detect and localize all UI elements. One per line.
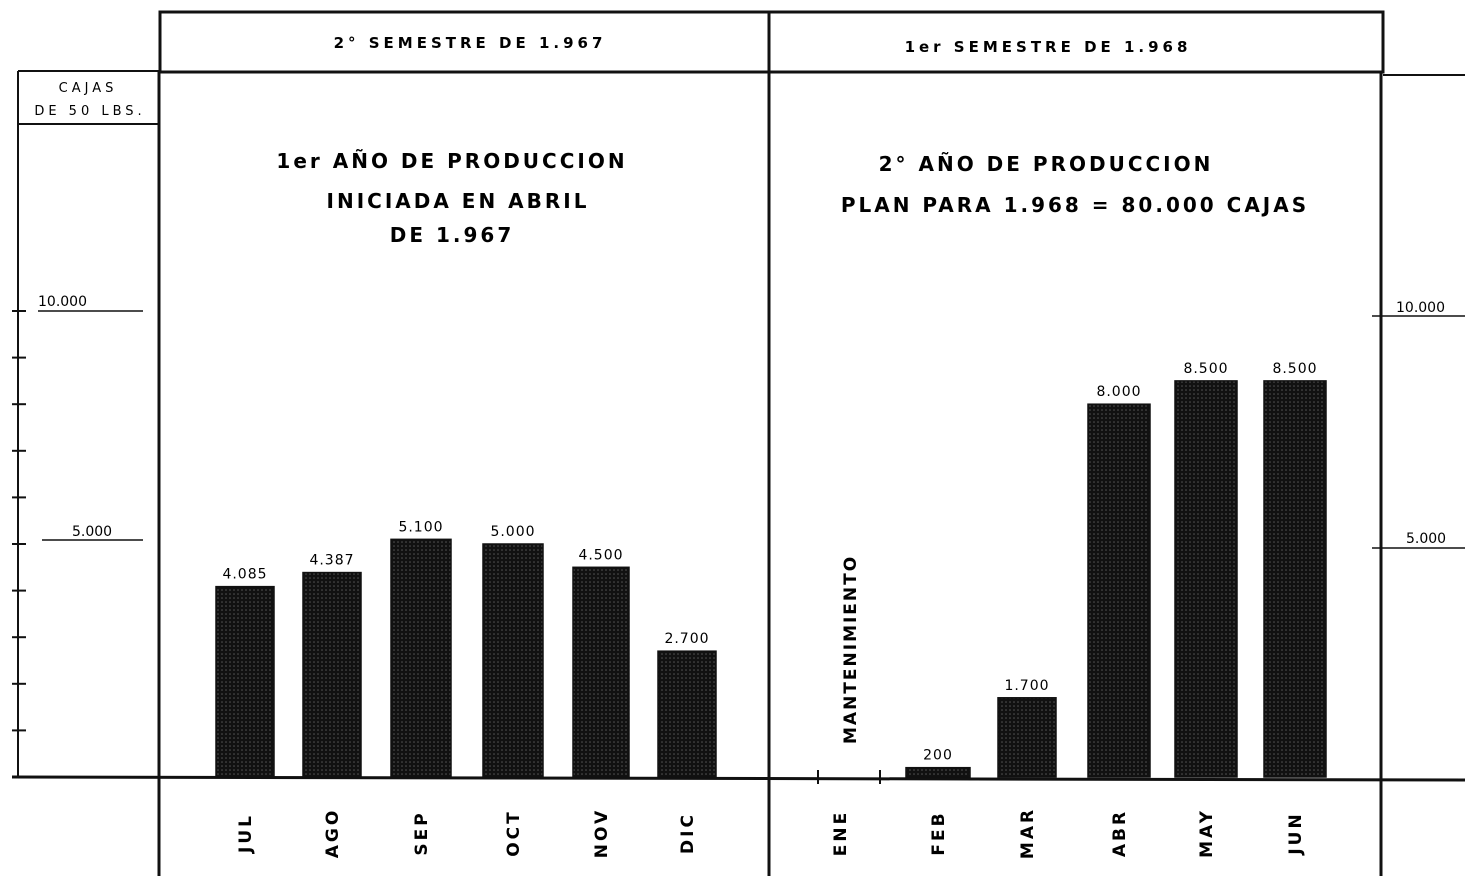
category-label-ago: AGO [323, 808, 343, 859]
category-label-mar: MAR [1018, 807, 1038, 859]
panel-1-title-line-3: DE 1.967 [390, 223, 515, 247]
value-label-abr: 8.000 [1096, 384, 1141, 400]
value-label-nov: 4.500 [578, 547, 623, 563]
value-label-dic: 2.700 [664, 631, 709, 647]
value-label-feb: 200 [923, 748, 953, 764]
left-axis-minor-ticks [12, 310, 26, 732]
unit-label-line-1: CAJAS [59, 81, 118, 96]
panel-1-title-line-1: 1er AÑO DE PRODUCCION [276, 149, 627, 173]
category-label-dic: DIC [678, 812, 698, 854]
bar-oct [482, 543, 544, 778]
right-tick-label-10000: 10.000 [1396, 300, 1445, 316]
bar-ago [302, 571, 362, 778]
value-label-jun: 8.500 [1272, 361, 1317, 377]
category-label-jul: JUL [236, 813, 256, 854]
panel-1-header: 2° SEMESTRE DE 1.967 [334, 34, 607, 52]
bar-mar [997, 697, 1057, 778]
category-label-sep: SEP [412, 810, 432, 855]
right-tick-label-5000: 5.000 [1406, 531, 1446, 547]
panel-2-header: 1er SEMESTRE DE 1.968 [905, 38, 1192, 56]
category-label-ene: ENE [831, 810, 851, 856]
panel-2-title-line-1: 2° AÑO DE PRODUCCION [879, 152, 1214, 176]
bar-dic [657, 650, 717, 778]
value-label-sep: 5.100 [398, 519, 443, 535]
value-label-jul: 4.085 [222, 567, 267, 583]
category-label-nov: NOV [592, 808, 612, 858]
category-label-oct: OCT [504, 809, 524, 857]
category-label-may: MAY [1197, 808, 1217, 858]
category-label-feb: FEB [929, 810, 949, 855]
left-tick-label-10000: 10.000 [38, 294, 87, 310]
category-label-abr: ABR [1110, 809, 1130, 857]
bars-layer: 4.085 JUL 4.387 AGO 5.100 SEP 5.000 OCT 4.500 NOV… [215, 361, 1327, 859]
panel-1-title-line-2: INICIADA EN ABRIL [327, 189, 590, 213]
value-label-mar: 1.700 [1004, 678, 1049, 694]
panel-2-title-line-2: PLAN PARA 1.968 = 80.000 CAJAS [841, 193, 1309, 217]
bar-nov [572, 566, 630, 778]
bar-sep [390, 538, 452, 778]
bar-jul [215, 585, 275, 778]
value-label-oct: 5.000 [490, 524, 535, 540]
bar-jun [1263, 380, 1327, 778]
bar-feb [905, 766, 971, 778]
bar-abr [1087, 403, 1151, 778]
left-tick-label-5000: 5.000 [72, 524, 112, 540]
bar-may [1174, 380, 1238, 778]
maintenance-annotation: MANTENIMIENTO [841, 555, 861, 744]
value-label-ago: 4.387 [309, 553, 354, 569]
header-row-frame [158, 10, 1385, 74]
category-label-jun: JUN [1286, 811, 1306, 855]
value-label-may: 8.500 [1183, 361, 1228, 377]
unit-label-line-2: DE 50 LBS. [34, 104, 145, 119]
